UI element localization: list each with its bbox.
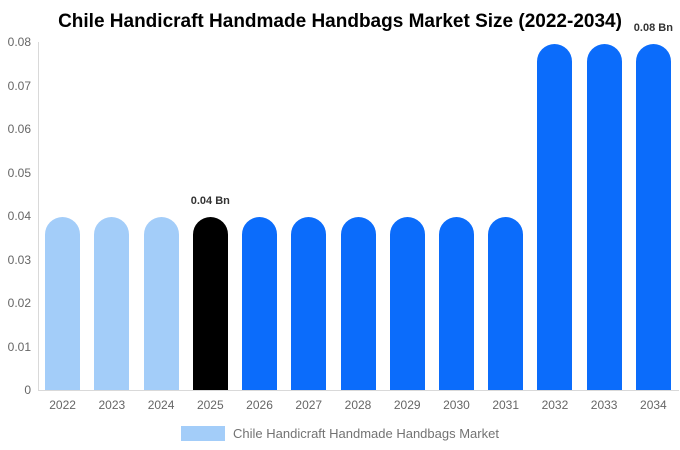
bar-2024[interactable] [143,216,179,390]
legend-swatch [181,426,226,441]
legend-label: Chile Handicraft Handmade Handbags Marke… [233,426,499,441]
y-axis-tick-label: 0.02 [7,296,31,310]
x-axis-tick-label: 2030 [443,398,470,412]
x-axis-tick-label: 2027 [295,398,323,412]
x-axis-tick-label: 2026 [246,398,273,412]
x-axis-tick-label: 2025 [196,398,224,412]
x-axis-tick-label: 2028 [344,398,372,412]
x-axis-tick-label: 2022 [49,398,76,412]
bar-2031[interactable] [488,216,524,390]
y-axis-tick-label: 0.05 [7,165,31,180]
x-axis-tick-label: 2029 [393,398,421,412]
x-axis-tick-label: 2034 [640,398,667,412]
bar-2034[interactable] [635,44,671,390]
chart-title: Chile Handicraft Handmade Handbags Marke… [58,11,622,32]
bar-2026[interactable] [242,216,278,390]
bar-2028[interactable] [340,216,376,390]
x-axis-tick-label: 2031 [492,398,520,412]
bar-2030[interactable] [438,216,474,390]
x-axis-line [38,390,679,391]
y-axis-tick-label: 0.08 [7,35,31,49]
bar-2023[interactable] [94,216,130,390]
y-axis-tick-label: 0.01 [7,339,31,354]
y-axis-tick-label: 0 [24,383,31,397]
bar-2032[interactable] [537,44,573,390]
bar-2029[interactable] [389,216,425,390]
x-axis-tick-label: 2033 [590,398,618,412]
y-axis-tick-label: 0.04 [7,209,31,223]
x-axis-tick-label: 2032 [541,398,569,412]
value-label-2025: 0.04 Bn [190,194,230,207]
y-axis-tick-label: 0.03 [7,252,31,267]
value-label-2034: 0.08 Bn [633,22,673,35]
y-axis-tick-label: 0.06 [7,122,31,136]
y-axis-line [38,42,39,390]
x-axis-tick-label: 2024 [147,398,175,412]
bar-2022[interactable] [45,216,81,390]
x-axis-tick-label: 2023 [98,398,126,412]
bar-2027[interactable] [291,216,327,390]
y-axis-tick-label: 0.07 [7,78,31,93]
bar-2025[interactable] [192,216,228,390]
bar-2033[interactable] [586,44,622,390]
legend-item[interactable]: Chile Handicraft Handmade Handbags Marke… [0,426,680,441]
